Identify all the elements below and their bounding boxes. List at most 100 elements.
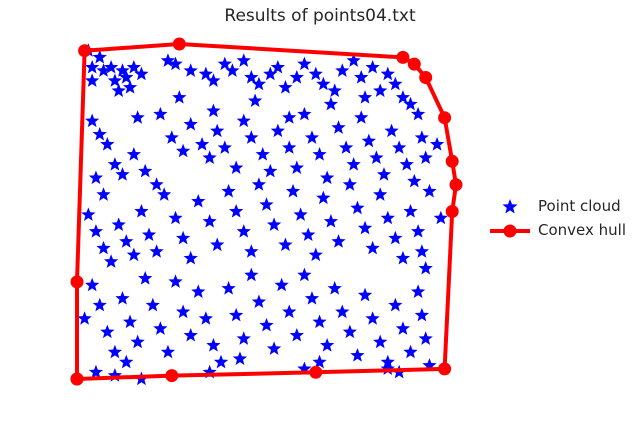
point-cloud-star-126: [414, 244, 430, 258]
point-cloud-star-165: [357, 287, 373, 302]
point-cloud-star-187: [323, 96, 339, 111]
point-cloud-star-150: [244, 267, 259, 282]
point-cloud-star-194: [312, 354, 327, 369]
legend-entry-convex-hull: Convex hull: [488, 220, 638, 244]
point-cloud-star-180: [297, 361, 312, 376]
point-cloud-star-14: [168, 56, 183, 71]
point-cloud-star-5: [103, 59, 119, 74]
point-cloud-star-63: [270, 123, 285, 138]
point-cloud-star-109: [285, 183, 301, 198]
point-cloud-star-108: [278, 237, 293, 252]
point-cloud-star-51: [164, 130, 179, 144]
point-cloud-star-49: [149, 177, 164, 191]
point-cloud-star-31: [335, 63, 350, 77]
point-cloud-star-142: [183, 327, 198, 342]
star-marker-icon: [502, 199, 518, 214]
legend-label-point-cloud: Point cloud: [538, 197, 621, 215]
point-cloud-star-181: [380, 361, 395, 376]
point-cloud-star-2: [92, 49, 107, 64]
point-cloud-star-161: [327, 281, 342, 295]
point-cloud-star-162: [335, 304, 350, 319]
point-cloud-star-96: [175, 230, 191, 245]
point-cloud-star-3: [96, 63, 111, 77]
point-cloud-star-163: [342, 324, 358, 339]
point-cloud-star-167: [373, 334, 388, 349]
point-cloud-star-67: [304, 130, 320, 144]
point-cloud-star-186: [248, 93, 263, 108]
point-cloud-star-84: [81, 207, 96, 221]
convex-hull-vertex-4: [445, 205, 459, 218]
point-cloud-star-30: [327, 83, 342, 97]
point-cloud-star-107: [266, 217, 282, 231]
point-cloud-star-15: [183, 63, 198, 77]
point-cloud-star-37: [388, 76, 403, 91]
point-cloud-star-90: [126, 247, 141, 262]
point-cloud-star-136: [138, 271, 153, 285]
point-cloud-star-138: [153, 321, 168, 335]
point-cloud-star-23: [263, 66, 278, 81]
point-cloud-star-179: [202, 364, 217, 379]
point-cloud-star-115: [331, 234, 346, 248]
convex-hull-vertex-11: [172, 37, 186, 51]
point-cloud-star-191: [357, 90, 373, 104]
point-cloud-star-119: [365, 240, 380, 255]
point-cloud-star-26: [289, 70, 304, 84]
point-cloud-star-44: [107, 157, 123, 171]
point-cloud-star-76: [376, 167, 392, 181]
point-cloud-star-59: [236, 113, 251, 128]
point-cloud-star-177: [107, 368, 123, 382]
point-cloud-star-48: [138, 163, 153, 178]
point-cloud-star-50: [153, 106, 168, 121]
point-cloud-star-147: [221, 281, 236, 295]
point-cloud-star-146: [213, 354, 229, 369]
point-cloud-star-157: [297, 267, 312, 282]
point-cloud-star-123: [395, 250, 411, 265]
point-cloud-star-143: [191, 284, 206, 298]
point-cloud-star-58: [229, 160, 244, 175]
point-cloud-star-87: [103, 254, 119, 268]
point-cloud-star-55: [202, 150, 217, 164]
point-cloud-star-170: [395, 321, 411, 335]
point-cloud-star-80: [407, 173, 422, 188]
point-cloud-star-65: [289, 160, 304, 175]
point-cloud-star-172: [410, 284, 426, 298]
point-cloud-star-190: [282, 110, 297, 124]
point-cloud-star-134: [122, 314, 138, 329]
convex-hull-vertex-2: [309, 365, 323, 379]
point-cloud-star-111: [301, 227, 316, 242]
point-cloud-star-52: [175, 143, 191, 158]
point-cloud-star-132: [107, 344, 123, 359]
point-cloud-star-53: [183, 116, 198, 131]
point-cloud-star-66: [297, 106, 312, 121]
point-cloud-star-184: [96, 187, 111, 201]
point-cloud-star-137: [145, 297, 160, 312]
point-cloud-star-166: [365, 311, 380, 325]
point-cloud-star-22: [251, 76, 267, 91]
point-cloud-star-40: [410, 106, 426, 121]
point-cloud-star-183: [433, 210, 448, 225]
point-cloud-star-1: [85, 59, 100, 74]
point-cloud-star-124: [403, 204, 418, 218]
point-cloud-star-141: [175, 304, 191, 319]
point-cloud-star-182: [429, 137, 445, 151]
point-cloud-star-104: [244, 244, 259, 258]
point-cloud-star-11: [122, 80, 138, 94]
convex-hull-vertex-8: [419, 71, 433, 84]
point-cloud-star-158: [304, 291, 320, 305]
point-cloud-star-174: [418, 331, 433, 345]
point-cloud-star-46: [88, 170, 104, 185]
point-cloud-star-43: [100, 137, 115, 151]
point-cloud-star-121: [380, 210, 395, 225]
point-cloud-star-69: [320, 170, 335, 185]
point-cloud-star-151: [251, 294, 267, 309]
point-cloud-star-117: [350, 200, 365, 215]
point-cloud-star-27: [297, 56, 312, 71]
point-cloud-star-175: [422, 358, 437, 372]
point-cloud-star-98: [191, 193, 206, 208]
convex-hull-vertex-10: [396, 50, 410, 64]
point-cloud-star-114: [323, 214, 339, 228]
point-cloud-star-6: [107, 73, 123, 87]
point-cloud-star-92: [141, 227, 157, 242]
point-cloud-star-41: [85, 113, 100, 128]
